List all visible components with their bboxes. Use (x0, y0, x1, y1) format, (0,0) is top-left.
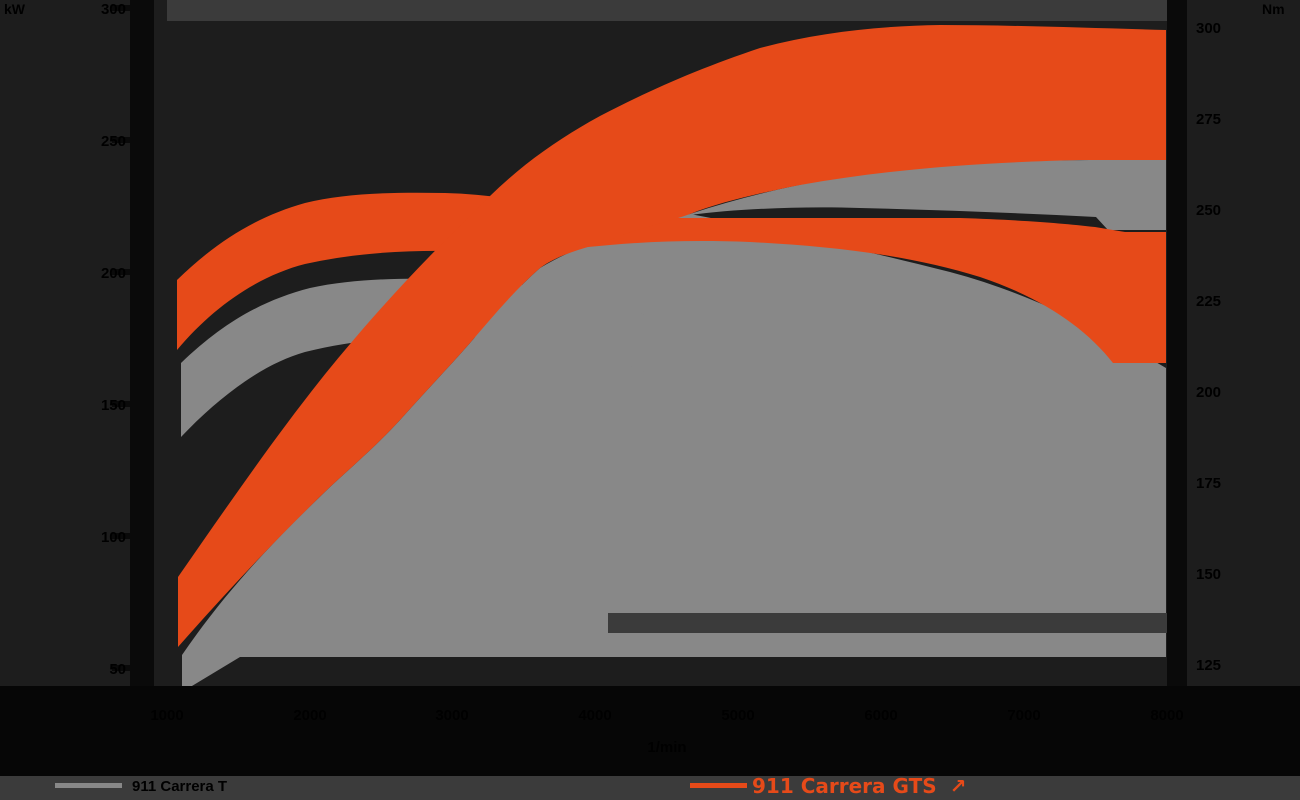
left-axis-unit: kW (4, 1, 26, 17)
top-strip (167, 0, 1167, 21)
right-axis-labels: 300 275 250 225 200 175 150 125 (1196, 20, 1221, 674)
right-axis-unit: Nm (1262, 1, 1285, 17)
left-tick: 50 (109, 661, 126, 678)
legend-item-orange[interactable]: 911 Carrera GTS ↗ (690, 774, 966, 798)
x-axis-region (0, 686, 1300, 776)
right-axis-line (1167, 0, 1187, 692)
orange-legend-text: 911 Carrera GTS (752, 774, 937, 798)
legend-strip (0, 776, 1300, 800)
right-tick: 150 (1196, 566, 1221, 583)
annotation-bar (608, 613, 1167, 633)
gray-legend-swatch (55, 783, 122, 788)
x-tick: 5000 (721, 707, 754, 724)
orange-power-band (178, 25, 1166, 647)
legend-item-gray[interactable]: 911 Carrera T (55, 778, 227, 795)
left-axis-ticks (112, 5, 132, 671)
x-tick: 6000 (864, 707, 897, 724)
right-tick: 300 (1196, 20, 1221, 37)
x-axis-unit: 1/min (647, 739, 686, 756)
x-tick: 2000 (293, 707, 326, 724)
left-tick: 250 (101, 133, 126, 150)
orange-torque-band (177, 192, 1166, 363)
orange-legend-label: 911 Carrera GTS ↗ (752, 774, 966, 798)
left-tick: 150 (101, 397, 126, 414)
gray-power-band (690, 160, 1166, 230)
left-axis-line (130, 0, 154, 692)
x-tick: 7000 (1007, 707, 1040, 724)
gray-filled-area (182, 214, 1166, 692)
right-tick: 250 (1196, 202, 1221, 219)
left-tick: 300 (101, 1, 126, 18)
right-tick: 225 (1196, 293, 1221, 310)
x-tick: 1000 (150, 707, 183, 724)
arrow-up-right-icon: ↗ (950, 774, 967, 798)
x-tick: 3000 (435, 707, 468, 724)
orange-legend-swatch (690, 783, 747, 788)
x-tick: 8000 (1150, 707, 1183, 724)
left-axis-labels: 300 250 200 150 100 50 (101, 1, 126, 678)
right-tick: 175 (1196, 475, 1221, 492)
right-tick: 200 (1196, 384, 1221, 401)
x-axis-labels: 1000 2000 3000 4000 5000 6000 7000 8000 (150, 707, 1183, 724)
right-tick: 125 (1196, 657, 1221, 674)
gray-torque-band (181, 278, 645, 437)
right-tick: 275 (1196, 111, 1221, 128)
gray-legend-label: 911 Carrera T (132, 778, 227, 795)
left-tick: 100 (101, 529, 126, 546)
x-tick: 4000 (578, 707, 611, 724)
left-tick: 200 (101, 265, 126, 282)
